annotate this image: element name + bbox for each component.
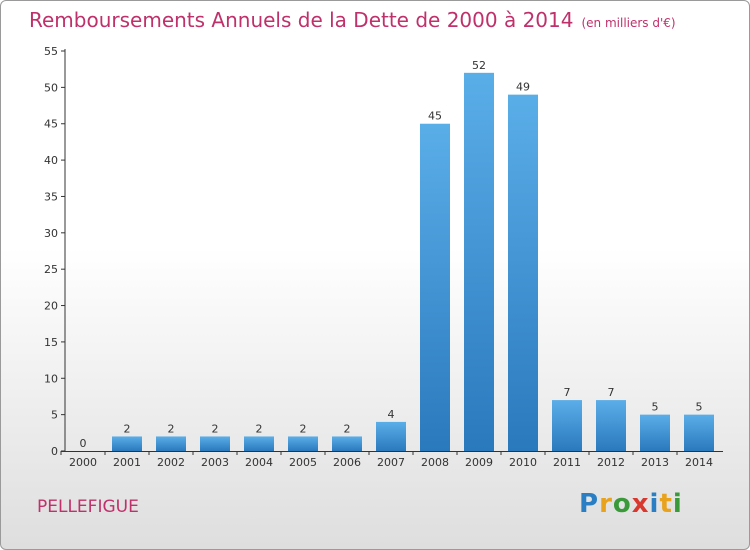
x-tick-label: 2005 [289,456,317,469]
data-label: 52 [472,59,486,72]
x-tick-label: 2006 [333,456,361,469]
data-label: 2 [168,422,175,435]
bar [684,414,714,451]
x-tick-label: 2013 [641,456,669,469]
y-tick-label: 50 [44,81,58,94]
x-tick-label: 2003 [201,456,229,469]
logo-letter: r [599,489,613,519]
x-tick-label: 2011 [553,456,581,469]
bar [596,400,626,451]
y-tick-label: 40 [44,154,58,167]
bar [200,436,230,451]
chart-title-text: Remboursements Annuels de la Dette de 20… [29,8,574,32]
bar [332,436,362,451]
x-tick-label: 2008 [421,456,449,469]
proxiti-logo: Proxiti [579,489,683,519]
chart-subtitle: (en milliers d'€) [581,16,676,30]
chart-bars [112,72,714,452]
logo-letter: o [612,489,632,519]
logo-letter: i [649,489,660,519]
data-label: 2 [212,422,219,435]
bar [420,123,450,452]
bar [156,436,186,451]
x-tick-label: 2012 [597,456,625,469]
bar [640,414,670,451]
data-label: 49 [516,81,530,94]
chart-title: Remboursements Annuels de la Dette de 20… [29,8,676,32]
x-tick-label: 2010 [509,456,537,469]
y-tick-label: 25 [44,263,58,276]
commune-name: PELLEFIGUE [37,497,139,517]
data-label: 2 [300,422,307,435]
y-tick-label: 30 [44,227,58,240]
data-label: 0 [80,437,87,450]
data-label: 2 [256,422,263,435]
x-tick-label: 2009 [465,456,493,469]
y-tick-label: 15 [44,336,58,349]
data-label: 5 [652,401,659,414]
data-label: 2 [344,422,351,435]
logo-letter: i [672,489,683,519]
data-label: 4 [388,408,395,421]
logo-letter: x [631,489,650,519]
y-tick-label: 45 [44,118,58,131]
x-tick-label: 2004 [245,456,273,469]
data-label: 5 [696,401,703,414]
x-tick-label: 2001 [113,456,141,469]
y-tick-label: 10 [44,372,58,385]
bar [288,436,318,451]
y-tick-label: 5 [51,409,58,422]
bar [112,436,142,451]
x-tick-label: 2002 [157,456,185,469]
data-label: 2 [124,422,131,435]
data-label: 7 [608,386,615,399]
y-tick-label: 35 [44,190,58,203]
y-tick-label: 55 [44,45,58,58]
bar [244,436,274,451]
x-tick-label: 2014 [685,456,713,469]
y-tick-label: 0 [51,445,58,458]
logo-letter: t [659,489,673,519]
data-label: 7 [564,386,571,399]
bar [552,400,582,451]
bar [464,72,494,452]
chart-value-labels: 0 2 2 2 2 2 2 4 45 52 49 7 7 5 5 [80,59,703,450]
logo-letter: P [579,489,600,519]
bar [376,421,406,451]
bar [508,94,538,452]
y-tick-label: 20 [44,300,58,313]
data-label: 45 [428,110,442,123]
x-tick-label: 2000 [69,456,97,469]
x-tick-label: 2007 [377,456,405,469]
